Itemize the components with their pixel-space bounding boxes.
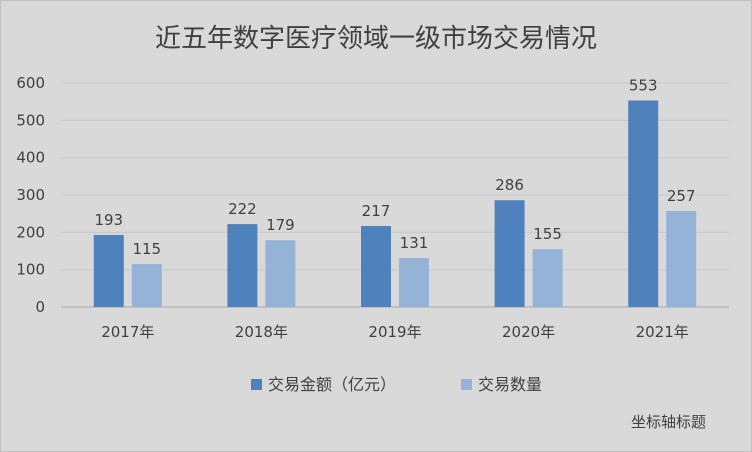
legend: 交易金额（亿元） 交易数量 [251, 375, 542, 394]
x-category-label: 2019年 [368, 323, 421, 341]
data-label: 286 [495, 176, 524, 194]
legend-swatch [461, 379, 472, 390]
bar-count [666, 211, 697, 307]
gridlines [61, 82, 729, 308]
bar-amount [494, 200, 525, 307]
bar-amount [227, 224, 258, 307]
axis-title-placeholder: 坐标轴标题 [631, 413, 706, 431]
x-category-label: 2020年 [502, 323, 555, 341]
bar-count [532, 249, 563, 307]
chart-title: 近五年数字医疗领域一级市场交易情况 [155, 24, 597, 54]
y-tick-label: 200 [16, 223, 45, 241]
data-label: 115 [132, 240, 161, 258]
y-tick-label: 600 [16, 74, 45, 92]
bar-amount [93, 234, 124, 307]
y-tick-label: 400 [16, 149, 45, 167]
data-label: 222 [228, 200, 257, 218]
bar-count [399, 258, 429, 307]
y-tick-label: 100 [16, 261, 45, 279]
legend-label: 交易数量 [478, 375, 542, 394]
bar-amount [628, 100, 659, 308]
x-category-label: 2017年 [101, 323, 154, 341]
bar-amount [361, 225, 391, 307]
data-label: 193 [94, 211, 123, 229]
data-labels: 193 115 222 179 217 131 286 155 553 257 [94, 77, 695, 259]
y-axis-ticks: 0 100 200 300 400 500 600 [16, 74, 45, 316]
x-axis-categories: 2017年 2018年 2019年 2020年 2021年 [101, 323, 689, 341]
data-label: 131 [400, 234, 429, 252]
x-category-label: 2018年 [235, 323, 288, 341]
y-tick-label: 0 [35, 298, 45, 316]
bar-count [131, 264, 162, 307]
bars [93, 100, 697, 308]
data-label: 257 [667, 187, 696, 205]
data-label: 179 [266, 216, 295, 234]
y-tick-label: 300 [16, 186, 45, 204]
data-label: 553 [629, 77, 658, 95]
y-tick-label: 500 [16, 111, 45, 129]
bar-count [265, 240, 296, 307]
data-label: 217 [362, 202, 391, 220]
legend-swatch [251, 379, 262, 390]
x-category-label: 2021年 [636, 323, 689, 341]
data-label: 155 [533, 225, 562, 243]
legend-label: 交易金额（亿元） [268, 375, 396, 394]
